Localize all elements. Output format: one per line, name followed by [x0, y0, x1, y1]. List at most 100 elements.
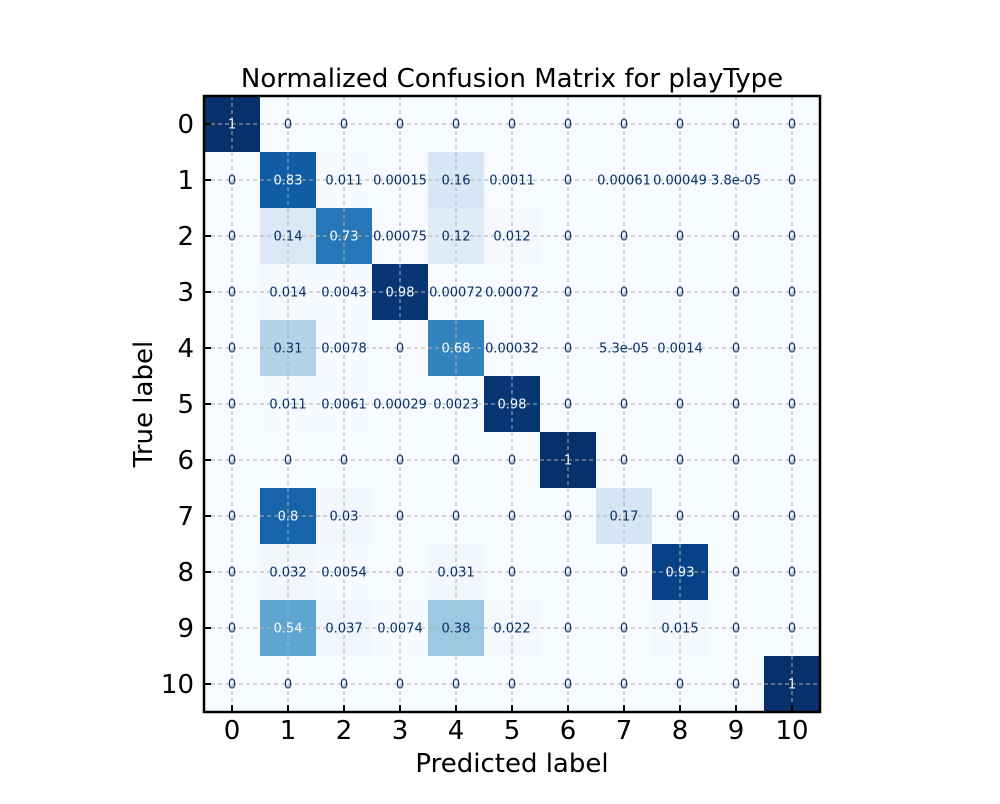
cell-value-label-2-3: 0.00075	[373, 230, 427, 245]
x-tick-label: 9	[728, 716, 745, 746]
cell-value-label-7-10: 0	[788, 510, 796, 525]
y-tick-label: 6	[177, 446, 194, 476]
cell-value-label-7-3: 0	[396, 510, 404, 525]
cell-value-label-1-0: 0	[228, 174, 236, 189]
cell-value-label-6-7: 0	[620, 454, 628, 469]
cell-value-label-10-6: 0	[564, 678, 572, 693]
y-tick-label: 5	[177, 390, 194, 420]
cell-value-label-2-5: 0.012	[493, 230, 530, 245]
cell-value-label-3-5: 0.00072	[485, 286, 539, 301]
cell-value-label-9-9: 0	[732, 622, 740, 637]
cell-value-label-3-9: 0	[732, 286, 740, 301]
cell-value-label-0-0: 1	[228, 118, 236, 133]
cell-value-label-8-6: 0	[564, 566, 572, 581]
cell-value-label-8-9: 0	[732, 566, 740, 581]
x-tick-label: 2	[336, 716, 353, 746]
x-tick-label: 0	[224, 716, 241, 746]
y-tick-label: 9	[177, 614, 194, 644]
cell-value-label-8-5: 0	[508, 566, 516, 581]
x-tick-label: 3	[392, 716, 409, 746]
cell-value-label-3-6: 0	[564, 286, 572, 301]
cell-value-label-7-6: 0	[564, 510, 572, 525]
cell-value-label-7-7: 0.17	[610, 510, 639, 525]
cell-value-label-1-4: 0.16	[442, 174, 471, 189]
cell-value-label-1-10: 0	[788, 174, 796, 189]
cell-value-label-10-2: 0	[340, 678, 348, 693]
cell-value-label-0-4: 0	[452, 118, 460, 133]
cell-value-label-4-1: 0.31	[274, 342, 303, 357]
cell-value-label-6-10: 0	[788, 454, 796, 469]
cell-value-label-3-7: 0	[620, 286, 628, 301]
x-tick-label: 5	[504, 716, 521, 746]
cell-value-label-3-1: 0.014	[269, 286, 306, 301]
cell-value-label-0-8: 0	[676, 118, 684, 133]
cell-value-label-3-10: 0	[788, 286, 796, 301]
chart-title: Normalized Confusion Matrix for playType	[241, 64, 783, 94]
cell-value-label-9-8: 0.015	[661, 622, 698, 637]
cell-value-label-0-6: 0	[564, 118, 572, 133]
cell-value-label-8-0: 0	[228, 566, 236, 581]
cell-value-label-9-3: 0.0074	[377, 622, 423, 637]
cell-value-label-10-9: 0	[732, 678, 740, 693]
cell-value-label-0-7: 0	[620, 118, 628, 133]
y-axis-label: True label	[129, 341, 159, 468]
x-tick-label: 6	[560, 716, 577, 746]
cell-value-label-5-7: 0	[620, 398, 628, 413]
cell-value-label-2-7: 0	[620, 230, 628, 245]
cell-value-label-1-3: 0.00015	[373, 174, 427, 189]
cell-value-label-10-7: 0	[620, 678, 628, 693]
cell-value-label-5-6: 0	[564, 398, 572, 413]
cell-value-label-8-2: 0.0054	[321, 566, 367, 581]
cell-value-label-7-9: 0	[732, 510, 740, 525]
x-tick-label: 8	[672, 716, 689, 746]
cell-value-label-6-1: 0	[284, 454, 292, 469]
x-tick-label: 4	[448, 716, 465, 746]
cell-value-label-6-5: 0	[508, 454, 516, 469]
cell-value-label-6-8: 0	[676, 454, 684, 469]
cell-value-label-5-8: 0	[676, 398, 684, 413]
grid-layer	[204, 96, 820, 712]
cell-value-label-0-9: 0	[732, 118, 740, 133]
cell-value-label-9-7: 0	[620, 622, 628, 637]
y-tick-label: 4	[177, 334, 194, 364]
cell-value-label-3-3: 0.98	[386, 286, 415, 301]
cell-value-label-8-8: 0.93	[666, 566, 695, 581]
cell-value-label-1-9: 3.8e-05	[711, 174, 761, 189]
y-tick-label: 7	[177, 502, 194, 532]
cell-value-label-2-0: 0	[228, 230, 236, 245]
cell-value-label-3-4: 0.00072	[429, 286, 483, 301]
cell-value-label-9-2: 0.037	[325, 622, 362, 637]
cell-value-label-6-3: 0	[396, 454, 404, 469]
cell-value-label-0-1: 0	[284, 118, 292, 133]
cell-value-label-0-10: 0	[788, 118, 796, 133]
cell-value-label-1-1: 0.83	[274, 174, 303, 189]
plot-frame	[202, 94, 822, 714]
cell-value-label-6-0: 0	[228, 454, 236, 469]
cell-value-label-10-1: 0	[284, 678, 292, 693]
x-tick-label: 10	[775, 716, 808, 746]
y-tick-label: 8	[177, 558, 194, 588]
cell-value-label-4-10: 0	[788, 342, 796, 357]
cell-value-label-10-4: 0	[452, 678, 460, 693]
cell-value-label-4-4: 0.68	[442, 342, 471, 357]
cell-value-label-4-3: 0	[396, 342, 404, 357]
cell-value-label-2-6: 0	[564, 230, 572, 245]
cell-value-label-3-0: 0	[228, 286, 236, 301]
cell-value-label-2-4: 0.12	[442, 230, 471, 245]
cell-value-label-10-8: 0	[676, 678, 684, 693]
cell-value-label-1-8: 0.00049	[653, 174, 707, 189]
y-tick-label: 3	[177, 278, 194, 308]
cell-value-label-5-5: 0.98	[498, 398, 527, 413]
cell-value-label-5-2: 0.0061	[321, 398, 367, 413]
cell-value-label-7-5: 0	[508, 510, 516, 525]
cell-value-label-7-8: 0	[676, 510, 684, 525]
y-tick-label: 10	[161, 670, 194, 700]
cell-value-label-2-2: 0.73	[330, 230, 359, 245]
cell-value-label-4-9: 0	[732, 342, 740, 357]
cell-value-label-4-7: 5.3e-05	[599, 342, 649, 357]
x-axis-label: Predicted label	[415, 749, 608, 779]
cell-value-label-4-2: 0.0078	[321, 342, 367, 357]
